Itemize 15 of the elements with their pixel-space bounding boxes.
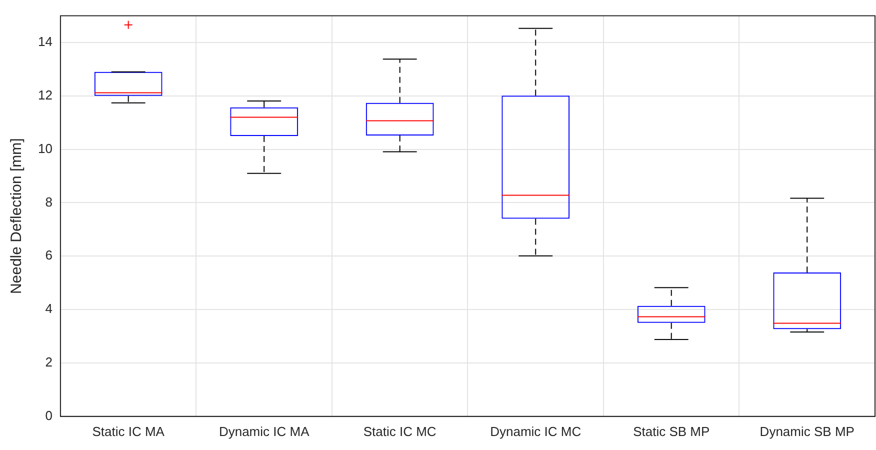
x-tick-label: Static IC MA bbox=[92, 424, 165, 439]
x-tick-label: Dynamic IC MC bbox=[490, 424, 582, 439]
y-tick-label: 0 bbox=[45, 408, 52, 423]
y-tick-label: 6 bbox=[45, 248, 52, 263]
x-tick-label: Static SB MP bbox=[633, 424, 710, 439]
y-tick-label: 14 bbox=[38, 34, 52, 50]
y-tick-label: 8 bbox=[45, 194, 52, 210]
y-tick-label: 12 bbox=[38, 88, 52, 102]
x-tick-label: Dynamic SB MP bbox=[760, 424, 854, 439]
y-tick-label: 10 bbox=[38, 140, 52, 156]
x-tick-label: Dynamic IC MA bbox=[218, 424, 310, 439]
y-tick-label: 4 bbox=[45, 301, 52, 316]
y-tick-label: 2 bbox=[45, 354, 52, 370]
y-axis-title: Needle Deflection [mm] bbox=[8, 138, 26, 294]
x-tick-label: Static IC MC bbox=[363, 424, 436, 439]
